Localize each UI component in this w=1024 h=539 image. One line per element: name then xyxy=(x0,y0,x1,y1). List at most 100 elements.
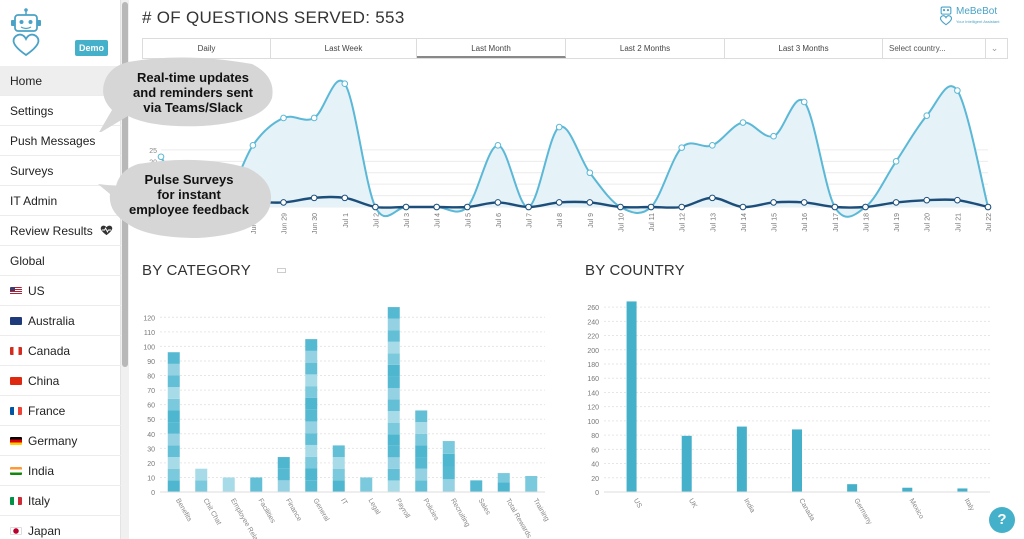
sidebar-item-label: Australia xyxy=(28,314,75,328)
data-point xyxy=(647,203,655,211)
bar-segment xyxy=(305,480,318,492)
sidebar-item-label: Surveys xyxy=(10,164,54,178)
sidebar-item-china[interactable]: China xyxy=(0,366,121,396)
bar-segment xyxy=(736,426,747,492)
data-point xyxy=(984,203,992,211)
sidebar-item-push-messages[interactable]: Push Messages xyxy=(0,126,121,156)
sidebar-item-home[interactable]: Home xyxy=(0,66,121,96)
sidebar-item-australia[interactable]: Australia xyxy=(0,306,121,336)
y-tick-label: 40 xyxy=(147,432,155,439)
bar-segment xyxy=(167,410,180,423)
bar-segment xyxy=(167,433,180,446)
bar-segment xyxy=(305,468,318,481)
x-tick-label: Jul 19 xyxy=(894,213,901,232)
y-tick-label: 40 xyxy=(591,462,599,469)
bar xyxy=(736,426,747,492)
sidebar-item-us[interactable]: US xyxy=(0,276,121,306)
bar-segment xyxy=(222,477,235,492)
country-bar-chart: 0 20 40 60 80 100 120 140 160 180 200 220 240 260 US UK… xyxy=(587,301,990,526)
tab-daily[interactable]: Daily xyxy=(143,39,271,58)
data-point xyxy=(341,194,349,202)
category-legend-toggle[interactable] xyxy=(277,268,286,273)
bar-segment xyxy=(167,363,180,376)
y-tick-label: 160 xyxy=(587,376,599,383)
x-tick-label: Payroll xyxy=(394,498,411,520)
tab-last-month[interactable]: Last Month xyxy=(417,39,566,58)
bar-segment xyxy=(387,399,400,412)
bar xyxy=(792,429,802,492)
y-tick-label: 10 xyxy=(147,475,155,482)
y-tick-label: 0 xyxy=(595,490,599,497)
bar-segment xyxy=(387,341,400,354)
bar-segment xyxy=(332,480,345,492)
bar-segment xyxy=(847,484,858,492)
y-tick-label: 100 xyxy=(143,344,155,351)
tab-last-3-months[interactable]: Last 3 Months xyxy=(725,39,883,58)
data-point xyxy=(709,194,716,202)
data-point xyxy=(892,158,900,165)
sidebar-item-settings[interactable]: Settings xyxy=(0,96,121,126)
x-tick-label: Jul 22 xyxy=(986,213,993,232)
bar-segment xyxy=(277,457,290,469)
help-button[interactable]: ? xyxy=(989,507,1015,533)
sidebar-item-it-admin[interactable]: IT Admin xyxy=(0,186,121,216)
sidebar-item-france[interactable]: France xyxy=(0,396,121,426)
data-point xyxy=(923,112,931,119)
y-tick-label: 0 xyxy=(151,490,155,497)
x-tick-label: Jul 13 xyxy=(710,213,717,232)
mebebot-logo-icon[interactable] xyxy=(8,8,44,58)
bar-segment xyxy=(415,422,428,434)
data-point xyxy=(923,196,931,204)
sidebar-item-canada[interactable]: Canada xyxy=(0,336,121,366)
bar-segment xyxy=(525,475,538,492)
bar-segment xyxy=(195,480,208,492)
tab-last-2-months[interactable]: Last 2 Months xyxy=(566,39,725,58)
india-flag-icon xyxy=(10,466,22,475)
series-area xyxy=(161,80,988,217)
germany-flag-icon xyxy=(10,436,22,445)
sidebar-item-label: Canada xyxy=(28,344,71,358)
sidebar-item-label: Home xyxy=(10,74,43,88)
bar-segment xyxy=(902,487,913,492)
sidebar-item-review-results[interactable]: Review Results xyxy=(0,216,121,246)
data-point xyxy=(678,203,686,211)
category-bar-chart: 0 10 20 30 40 50 60 70 80 90 100 110 120 Benefits Chit… xyxy=(143,307,550,539)
bar-segment xyxy=(332,457,345,469)
sidebar-item-germany[interactable]: Germany xyxy=(0,426,121,456)
chevron-down-icon[interactable]: ⌄ xyxy=(985,39,1003,58)
bar-segment xyxy=(167,398,180,411)
china-flag-icon xyxy=(10,376,22,385)
sidebar-item-italy[interactable]: Italy xyxy=(0,486,121,516)
y-tick-label: 30 xyxy=(147,446,155,453)
bar-segment xyxy=(167,468,180,481)
bar-segment xyxy=(305,456,318,469)
y-tick-label: 240 xyxy=(587,319,599,326)
x-tick-label: Facilities xyxy=(257,498,277,526)
sidebar-item-india[interactable]: India xyxy=(0,456,121,486)
x-tick-label: Jun 29 xyxy=(282,213,289,234)
data-point xyxy=(494,199,502,206)
bar-segment xyxy=(305,350,318,363)
country-select[interactable]: Select country... ⌄ xyxy=(883,39,1007,58)
bar-segment xyxy=(305,433,318,445)
sidebar-item-surveys[interactable]: Surveys xyxy=(0,156,121,186)
sidebar-item-global[interactable]: Global xyxy=(0,246,121,276)
bar xyxy=(626,301,637,492)
x-tick-label: General xyxy=(312,498,331,523)
demo-badge[interactable]: Demo xyxy=(75,40,108,56)
bar-segment xyxy=(387,457,400,469)
callout-pulse-surveys xyxy=(98,159,272,238)
bar-segment xyxy=(470,480,483,492)
x-tick-label: Chit Chat xyxy=(202,498,223,527)
data-point xyxy=(310,114,318,122)
bar-segment xyxy=(387,307,400,319)
callout-line: and reminders sent xyxy=(133,85,253,100)
x-tick-label: Jul 14 xyxy=(741,213,748,232)
bar-segment xyxy=(332,468,345,481)
country-section-title: BY COUNTRY xyxy=(585,262,685,279)
sidebar-item-label: Italy xyxy=(28,494,51,508)
sidebar-item-japan[interactable]: Japan xyxy=(0,516,121,539)
tab-last-week[interactable]: Last Week xyxy=(271,39,417,58)
x-tick-label: Recruiting xyxy=(449,498,471,529)
